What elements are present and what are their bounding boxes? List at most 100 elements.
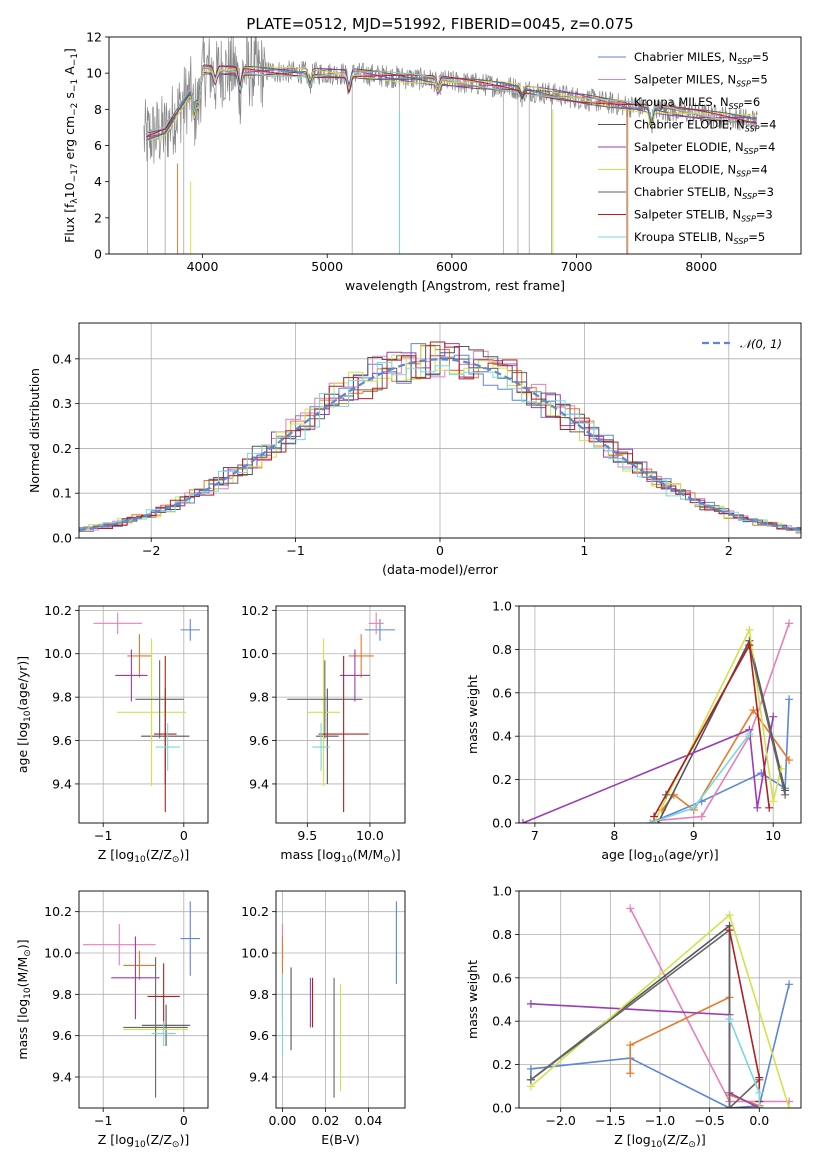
y-tick-label: 12 xyxy=(86,30,102,45)
gaussian-reference-curve xyxy=(79,358,801,532)
y-tick-label: 10.2 xyxy=(241,904,269,919)
y-tick-label: 9.6 xyxy=(249,733,269,748)
panel-age_vs_mass: 9.5 10.0 9.4 9.6 9.8 10.0 10.2 mass [log10(M/M⊙… xyxy=(241,603,406,865)
y-axis-label: mass [log10(M/M⊙)] xyxy=(15,939,33,1059)
x-tick-label: 0 xyxy=(180,828,188,843)
y-tick-label: 0.4 xyxy=(492,729,512,744)
legend-label: Kroupa STELIB, NSSP=5 xyxy=(634,230,765,246)
panel-weight_vs_age: 7 8 9 10 0.0 0.2 0.4 0.6 0.8 1.0 age [log10(age/yr… xyxy=(465,599,802,865)
y-tick-label: 8 xyxy=(94,102,102,117)
weight-marker-krou_stelib xyxy=(745,730,754,739)
y-tick-label: 0.0 xyxy=(492,1101,512,1116)
x-tick-label: −2.0 xyxy=(546,1113,576,1128)
y-tick-label: 0 xyxy=(94,247,102,262)
x-tick-label: 9.5 xyxy=(297,828,317,843)
y-tick-label: 9.4 xyxy=(52,776,72,791)
y-tick-label: 1.0 xyxy=(492,599,512,614)
weight-marker-krou_stelib xyxy=(755,1104,764,1108)
x-tick-label: 2 xyxy=(725,543,733,558)
x-tick-label: 0.0 xyxy=(749,1113,769,1128)
y-tick-label: 9.4 xyxy=(249,776,269,791)
y-tick-label: 0.6 xyxy=(492,685,512,700)
axes-frame xyxy=(108,36,802,255)
y-tick-label: 0.0 xyxy=(492,816,512,831)
weight-marker-krou_stelib xyxy=(755,1088,764,1097)
weight-marker-salp_stelib xyxy=(745,641,754,650)
weight-marker-salp_elodie xyxy=(526,999,535,1008)
figure-title: PLATE=0512, MJD=51992, FIBERID=0045, z=0… xyxy=(246,15,633,33)
weight-line-salp_miles xyxy=(653,623,790,822)
weight-marker-salp_elodie xyxy=(519,819,527,823)
x-axis-label: wavelength [Angstrom, rest frame] xyxy=(345,278,565,293)
plot-area-mass_vs_Z xyxy=(83,901,200,1098)
y-tick-label: 9.4 xyxy=(249,1070,269,1085)
y-tick-label: 10.0 xyxy=(241,946,269,961)
plot-area-weight_vs_Z xyxy=(526,904,794,1108)
legend-label: Chabrier MILES, NSSP=5 xyxy=(634,50,769,66)
weight-marker-salp_stelib xyxy=(765,803,774,812)
x-tick-label: 1 xyxy=(580,543,588,558)
y-tick-label: 0.6 xyxy=(492,970,512,985)
x-tick-label: −1 xyxy=(94,1113,112,1128)
y-tick-label: 9.6 xyxy=(52,733,72,748)
x-tick-label: 7000 xyxy=(561,259,593,274)
x-tick-label: −1 xyxy=(286,543,304,558)
weight-line-salp_elodie xyxy=(522,716,774,823)
x-tick-label: 4000 xyxy=(187,259,219,274)
legend-label: Salpeter MILES, NSSP=5 xyxy=(634,73,768,89)
model-line-krou_elodie xyxy=(146,66,757,141)
y-tick-label: 0.2 xyxy=(492,772,512,787)
weight-marker-krou_elodie xyxy=(769,797,778,806)
x-tick-label: −0.5 xyxy=(694,1113,724,1128)
legend-label: Chabrier ELODIE, NSSP=4 xyxy=(634,118,776,134)
plot-area-spectrum xyxy=(143,37,758,254)
legend-label: Chabrier STELIB, NSSP=3 xyxy=(634,185,774,201)
spectrum-legend: Chabrier MILES, NSSP=5 Salpeter MILES, NS… xyxy=(598,50,776,246)
x-tick-label: −1 xyxy=(94,828,112,843)
legend-label: Kroupa MILES, NSSP=6 xyxy=(634,95,760,111)
x-tick-label: −1.5 xyxy=(595,1113,625,1128)
weight-marker-krou_stelib xyxy=(646,819,655,823)
y-tick-label: 9.6 xyxy=(249,1028,269,1043)
y-tick-label: 0.3 xyxy=(52,396,72,411)
plot-area-age_vs_mass xyxy=(287,612,395,813)
y-tick-label: 0.2 xyxy=(52,441,72,456)
weight-marker-chab_stelib xyxy=(725,1104,734,1108)
legend-label: 𝒩(0, 1) xyxy=(740,337,782,351)
x-tick-label: 7 xyxy=(531,828,539,843)
legend-label: Salpeter ELODIE, NSSP=4 xyxy=(634,140,775,156)
y-tick-label: 10 xyxy=(86,66,102,81)
legend-label: Kroupa ELODIE, NSSP=4 xyxy=(634,163,768,179)
x-axis-label: E(B-V) xyxy=(321,1132,360,1147)
axes-frame xyxy=(275,605,406,824)
x-axis-label: age [log10(age/yr)] xyxy=(601,847,718,865)
axes-frame xyxy=(78,605,209,824)
y-tick-label: 10.0 xyxy=(241,646,269,661)
y-tick-label: 2 xyxy=(94,210,102,225)
axes-frame xyxy=(518,605,802,824)
plot-area-residuals xyxy=(79,341,801,534)
plot-area-weight_vs_age xyxy=(519,619,794,823)
x-axis-label: Z [log10(Z/Z⊙)] xyxy=(98,1132,189,1150)
weight-marker-chab_miles xyxy=(785,980,794,989)
weight-marker-krou_elodie xyxy=(745,625,754,634)
y-tick-label: 1.0 xyxy=(492,884,512,899)
model-line-chab_stelib xyxy=(146,65,758,141)
x-tick-label: −1.0 xyxy=(645,1113,675,1128)
y-tick-label: 9.8 xyxy=(52,987,72,1002)
weight-marker-krou_miles xyxy=(626,1041,635,1050)
x-tick-label: 0 xyxy=(180,1113,188,1128)
weight-marker-krou_elodie xyxy=(785,1104,794,1108)
y-tick-label: 6 xyxy=(94,138,102,153)
weight-marker-chab_miles xyxy=(785,695,794,704)
x-tick-label: 9 xyxy=(690,828,698,843)
weight-marker-chab_miles xyxy=(526,1064,535,1073)
weight-marker-salp_elodie xyxy=(753,803,762,812)
x-tick-label: 0.02 xyxy=(312,1113,340,1128)
panel-weight_vs_Z: −2.0 −1.5 −1.0 −0.5 0.0 0.0 0.2 0.4 0.6 0.8 1.0 Z [… xyxy=(465,884,802,1150)
x-axis-label: mass [log10(M/M⊙)] xyxy=(280,847,400,865)
y-tick-label: 10.2 xyxy=(44,904,72,919)
panel-mass_vs_Z: −1 0 9.4 9.6 9.8 10.0 10.2 Z [log10(Z/Z⊙)] mass … xyxy=(15,890,209,1150)
y-tick-label: 0.1 xyxy=(52,486,72,501)
